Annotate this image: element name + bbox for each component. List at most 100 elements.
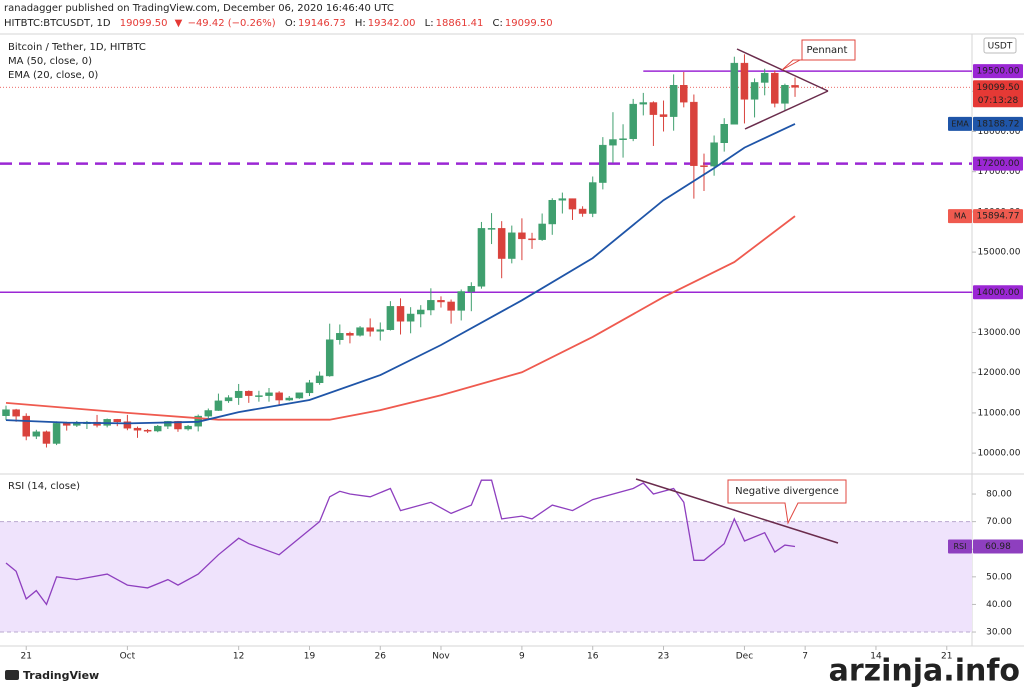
candle-body [730, 62, 739, 125]
candle-body [791, 85, 799, 88]
candle-body [2, 409, 10, 416]
price-tag [973, 64, 1023, 79]
series-tag [948, 209, 972, 224]
candle-body [12, 409, 20, 417]
callout [727, 479, 847, 525]
price-tag [973, 156, 1023, 171]
price-tag-label: 17200.00 [977, 159, 1020, 169]
candle-body [396, 306, 405, 322]
legend-entry: EMA (20, close, 0) [8, 70, 98, 81]
tag-layer: 19500.00 17200.00 14000.00 15894.77 MA 18188.… [948, 64, 1023, 554]
candle-body [619, 138, 627, 140]
annotations: Pennant Negative divergence [635, 39, 856, 544]
candle-body [680, 85, 688, 103]
candle-body [325, 339, 334, 377]
candle-body [558, 198, 567, 201]
candle-body [750, 82, 759, 100]
candle-body [356, 327, 364, 336]
y-tick-label: 70.00 [986, 517, 1012, 527]
candle-body [538, 223, 546, 240]
candle-body [578, 208, 587, 214]
candle-body [214, 400, 223, 411]
y-tick-label: 12000.00 [978, 368, 1021, 378]
candle-body [639, 102, 648, 105]
y-tick-label: 17000.00 [978, 167, 1021, 177]
price-tag-label: 19500.00 [977, 67, 1020, 77]
candle-body [22, 415, 30, 437]
series-tag-label: EMA [951, 119, 969, 128]
x-tick-label: 19 [304, 652, 316, 662]
candle-body [690, 101, 698, 166]
candle-body [275, 392, 283, 401]
candle-body [629, 103, 637, 139]
x-tick-label: 21 [21, 652, 32, 662]
x-tick-label: Nov [432, 652, 450, 662]
candle-body [406, 313, 415, 322]
candle-body [376, 329, 385, 332]
candle-body [568, 198, 577, 210]
candle-body [467, 286, 476, 292]
candle-body [497, 228, 506, 259]
indicator-line [5, 479, 796, 606]
x-tick-label: 12 [233, 652, 244, 662]
y-tick-label: 50.00 [986, 572, 1012, 582]
indicator-line [5, 215, 796, 421]
logo-mark [5, 670, 19, 680]
ohlc-value: 19146.73 [298, 18, 346, 29]
candle-body [52, 423, 61, 444]
candle-body [285, 397, 293, 401]
x-tick-label: 14 [870, 652, 882, 662]
candle-body [295, 392, 304, 399]
candle-body [174, 421, 182, 430]
y-tick-label: 80.00 [986, 490, 1012, 500]
byline: ranadagger published on TradingView.com,… [4, 3, 394, 14]
candle-body [447, 301, 455, 311]
ohlc-value: 19099.50 [505, 18, 553, 29]
candle-body [548, 199, 557, 225]
candle-body [255, 395, 263, 397]
candle-body [669, 85, 678, 117]
series-tag [948, 539, 972, 554]
candle-body [771, 72, 779, 104]
ohlc-value: 19342.00 [368, 18, 416, 29]
x-tick-label: 7 [802, 652, 808, 662]
candle-body [599, 144, 607, 183]
candle-body [305, 382, 314, 394]
y-tick-label: 18000.00 [978, 127, 1021, 137]
candle-body [184, 425, 192, 430]
candle-body [477, 228, 486, 287]
candle-body [32, 431, 41, 437]
candle-body [528, 238, 536, 241]
candle-body [234, 390, 243, 398]
y-tick-label: 40.00 [986, 600, 1012, 610]
annotation-label: Negative divergence [735, 486, 839, 497]
x-tick-label: 23 [658, 652, 669, 662]
candle-body [204, 410, 213, 417]
candle-body [457, 291, 465, 311]
price-tag-label: 18188.72 [977, 119, 1020, 129]
x-tick-label: 9 [519, 652, 525, 662]
price-tag-label: 19099.50 [977, 83, 1020, 93]
candle-body [781, 85, 789, 104]
symbol: HITBTC:BTCUSDT, 1D [4, 18, 111, 29]
candle-body [386, 306, 395, 330]
currency-box[interactable] [983, 37, 1017, 54]
candle-body [609, 139, 617, 146]
price-tag [973, 209, 1023, 224]
indicator-line [5, 123, 796, 425]
price-tag [973, 80, 1023, 108]
candle-body [315, 375, 324, 384]
divergence-line [635, 478, 839, 544]
change: −49.42 (−0.26%) [188, 18, 276, 29]
candle-body [760, 72, 769, 83]
ohlc-label: O: [285, 18, 296, 29]
candle-body [123, 421, 132, 429]
ohlc-label: H: [355, 18, 366, 29]
candle-body [416, 309, 425, 315]
candle-body [487, 228, 496, 230]
x-tick-label: Dec [736, 652, 753, 662]
y-tick-label: 10000.00 [978, 449, 1021, 459]
y-tick-label: 15000.00 [978, 248, 1021, 258]
candle-body [427, 300, 435, 311]
